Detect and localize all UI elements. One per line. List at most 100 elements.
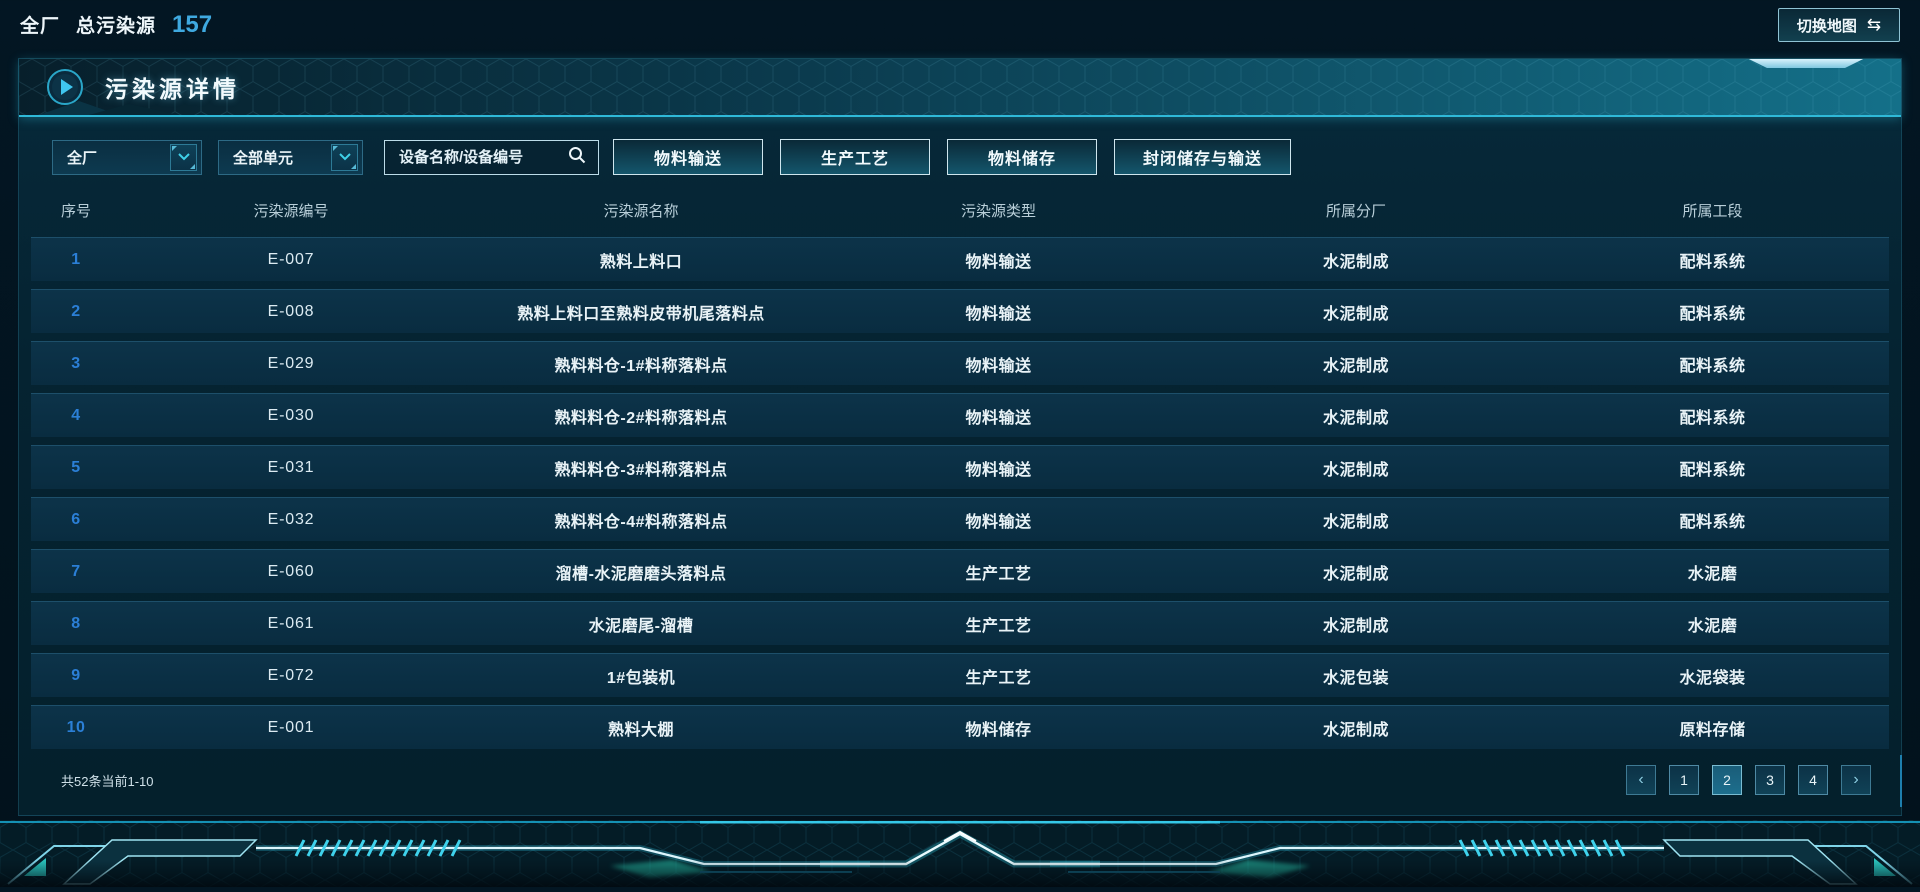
plant-cell: 水泥制成 [1322,461,1389,479]
source-name-cell: 熟料大棚 [607,721,674,739]
type-filter-button[interactable]: 生产工艺 [780,139,930,175]
panel-header: 污染源详情 [19,59,1901,117]
plant-dropdown[interactable]: 全厂 [52,139,202,175]
plant-cell: 水泥制成 [1322,409,1389,427]
source-name-cell: 熟料料仓-4#料称落料点 [554,513,728,531]
section-cell: 配料系统 [1679,253,1746,271]
source-type-cell: 物料输送 [965,513,1032,531]
column-header: 所属分厂 [1325,202,1386,220]
table-row[interactable]: 1 E-007 熟料上料口 物料输送 水泥制成 配料系统 [31,237,1889,281]
table-body: 1 E-007 熟料上料口 物料输送 水泥制成 配料系统 2 E-008 熟料上料口至熟料皮带机… [31,237,1889,749]
tech-border-decoration [0,820,1920,887]
hexagon-pattern [19,59,1901,115]
table-row[interactable]: 10 E-001 熟料大棚 物料储存 水泥制成 原料存储 [31,705,1889,749]
table-header-row: 序号 污染源编号 污染源名称 污染源类型 所属分厂 所属工段 [31,193,1889,227]
source-code-cell: E-008 [267,302,315,320]
pollution-detail-panel: 污染源详情 全厂 全部单元 [18,58,1902,816]
table-footer: 共52条当前1-10 ‹ 1 2 3 4 › [61,765,1871,795]
plant-cell: 水泥制成 [1322,617,1389,635]
row-index-cell: 10 [66,718,86,736]
chevron-down-icon[interactable] [331,143,358,171]
row-index-cell: 9 [71,666,81,684]
source-code-cell: E-061 [267,614,315,632]
table-row[interactable]: 6 E-032 熟料料仓-4#料称落料点 物料输送 水泥制成 配料系统 [31,497,1889,541]
device-search-box[interactable] [384,139,599,175]
scope-label: 全厂 [20,16,61,37]
pollution-type-filter-group: 物料输送 生产工艺 物料储存 封闭储存与输送 [613,139,1308,175]
column-header: 所属工段 [1682,202,1743,220]
source-type-cell: 物料输送 [965,305,1032,323]
source-name-cell: 熟料料仓-1#料称落料点 [554,357,728,375]
source-type-cell: 生产工艺 [965,669,1032,687]
source-code-cell: E-060 [267,562,315,580]
type-filter-button[interactable]: 物料输送 [613,139,763,175]
page-number-button[interactable]: 4 [1798,765,1828,795]
topbar: 全厂 总污染源 157 切换地图 ⇆ [0,0,1920,50]
source-type-cell: 生产工艺 [965,617,1032,635]
page-number-button[interactable]: 2 [1712,765,1742,795]
section-cell: 配料系统 [1679,461,1746,479]
source-type-cell: 物料输送 [965,409,1032,427]
source-name-cell: 熟料料仓-3#料称落料点 [554,461,728,479]
pollution-source-table: 序号 污染源编号 污染源名称 污染源类型 所属分厂 所属工段 1 E-007 熟料上料口 物料输… [31,193,1889,749]
type-filter-button[interactable]: 物料储存 [947,139,1097,175]
page-number-button[interactable]: 1 [1669,765,1699,795]
source-code-cell: E-001 [267,718,315,736]
source-name-cell: 水泥磨尾-溜槽 [588,617,694,635]
row-index-cell: 8 [71,614,81,632]
section-cell: 配料系统 [1679,357,1746,375]
source-name-cell: 熟料上料口至熟料皮带机尾落料点 [517,305,765,323]
source-type-cell: 物料输送 [965,357,1032,375]
section-cell: 水泥袋装 [1679,669,1746,687]
plant-cell: 水泥制成 [1322,253,1389,271]
row-index-cell: 4 [71,406,81,424]
section-cell: 水泥磨 [1687,565,1738,583]
unit-dropdown-value: 全部单元 [233,149,294,167]
row-index-cell: 1 [71,250,81,268]
section-cell: 配料系统 [1679,513,1746,531]
plant-dropdown-value: 全厂 [67,149,98,167]
source-type-cell: 物料输送 [965,253,1032,271]
next-page-button[interactable]: › [1841,765,1871,795]
swap-arrows-icon: ⇆ [1866,15,1882,34]
chevron-down-icon[interactable] [170,143,197,171]
play-icon [45,67,85,107]
plant-cell: 水泥制成 [1322,513,1389,531]
source-name-cell: 溜槽-水泥磨磨头落料点 [555,565,727,583]
total-pollution-label: 总污染源 [76,16,157,37]
column-header: 污染源名称 [603,202,679,220]
plant-cell: 水泥包装 [1322,669,1389,687]
column-header: 污染源编号 [253,202,329,220]
source-type-cell: 物料输送 [965,461,1032,479]
unit-dropdown[interactable]: 全部单元 [218,139,363,175]
source-code-cell: E-032 [267,510,315,528]
total-pollution-count: 157 [172,11,213,38]
source-code-cell: E-072 [267,666,315,684]
search-icon[interactable] [568,146,586,169]
switch-map-button[interactable]: 切换地图 ⇆ [1778,8,1900,42]
table-row[interactable]: 4 E-030 熟料料仓-2#料称落料点 物料输送 水泥制成 配料系统 [31,393,1889,437]
table-row[interactable]: 2 E-008 熟料上料口至熟料皮带机尾落料点 物料输送 水泥制成 配料系统 [31,289,1889,333]
plant-cell: 水泥制成 [1322,305,1389,323]
pagination: ‹ 1 2 3 4 › [1626,765,1871,795]
source-code-cell: E-030 [267,406,315,424]
switch-map-label: 切换地图 [1796,17,1857,35]
table-row[interactable]: 8 E-061 水泥磨尾-溜槽 生产工艺 水泥制成 水泥磨 [31,601,1889,645]
source-code-cell: E-007 [267,250,315,268]
record-count-summary: 共52条当前1-10 [61,773,154,789]
row-index-cell: 3 [71,354,81,372]
header-notch-decoration [1748,59,1864,68]
source-code-cell: E-031 [267,458,315,476]
page-title: 全厂 总污染源 157 [20,11,212,39]
device-search-input[interactable] [397,147,568,167]
plant-cell: 水泥制成 [1322,565,1389,583]
page-number-button[interactable]: 3 [1755,765,1785,795]
table-row[interactable]: 7 E-060 溜槽-水泥磨磨头落料点 生产工艺 水泥制成 水泥磨 [31,549,1889,593]
type-filter-button[interactable]: 封闭储存与输送 [1114,139,1292,175]
table-row[interactable]: 9 E-072 1#包装机 生产工艺 水泥包装 水泥袋装 [31,653,1889,697]
table-row[interactable]: 5 E-031 熟料料仓-3#料称落料点 物料输送 水泥制成 配料系统 [31,445,1889,489]
column-header: 污染源类型 [960,202,1036,220]
table-row[interactable]: 3 E-029 熟料料仓-1#料称落料点 物料输送 水泥制成 配料系统 [31,341,1889,385]
prev-page-button[interactable]: ‹ [1626,765,1656,795]
